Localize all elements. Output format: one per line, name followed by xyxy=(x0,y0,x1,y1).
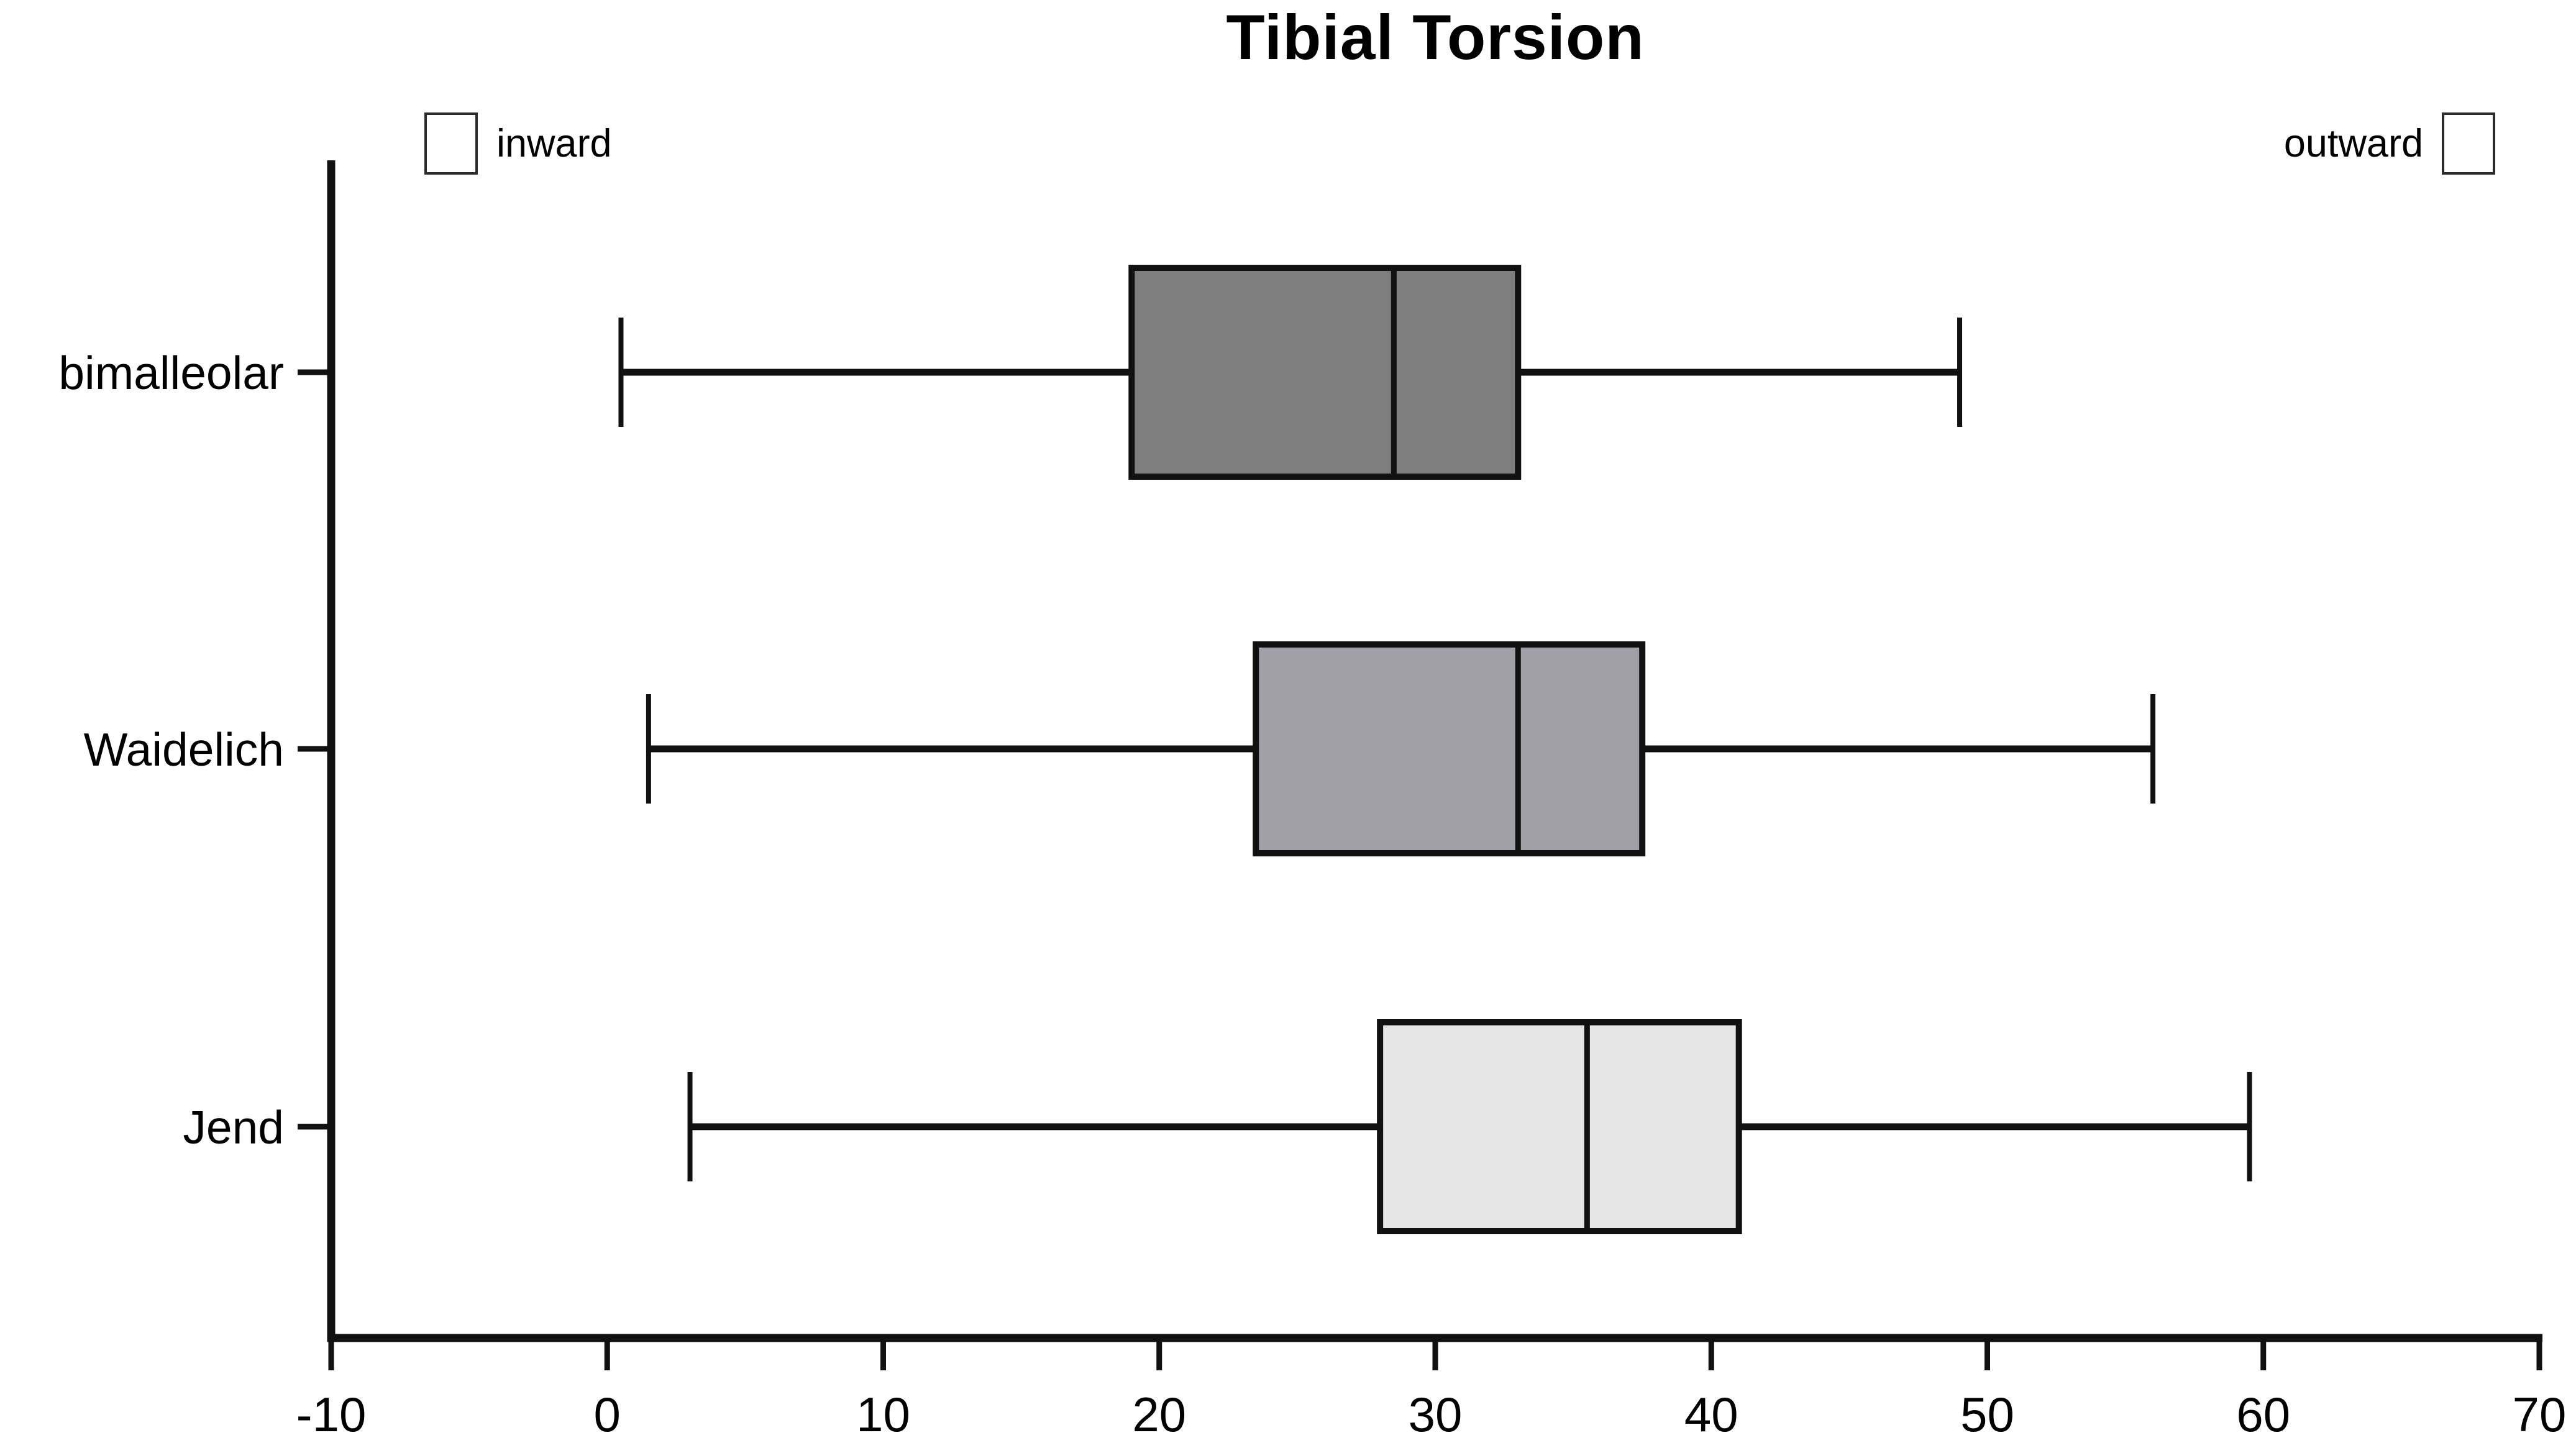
box-bimalleolar xyxy=(1128,265,1522,480)
x-tick-label-60: 60 xyxy=(2236,1387,2290,1442)
x-tick-label-10: 10 xyxy=(856,1387,910,1442)
legend-outward: outward xyxy=(2284,112,2495,175)
x-tick-label-40: 40 xyxy=(1684,1387,1738,1442)
x-tick-label-30: 30 xyxy=(1409,1387,1463,1442)
inward-label: inward xyxy=(496,122,612,165)
x-tick-label-50: 50 xyxy=(1960,1387,2014,1442)
x-tick-label-0: 0 xyxy=(594,1387,621,1442)
x-tick-label-20: 20 xyxy=(1132,1387,1186,1442)
box-Jend xyxy=(1377,1019,1742,1234)
box-Waidelich xyxy=(1253,641,1646,856)
outward-checkbox[interactable] xyxy=(2442,112,2495,175)
chart-title: Tibial Torsion xyxy=(1226,2,1645,73)
category-label-Jend: Jend xyxy=(183,1101,284,1153)
inward-checkbox[interactable] xyxy=(424,112,478,175)
x-tick-label-70: 70 xyxy=(2513,1387,2567,1442)
category-label-Waidelich: Waidelich xyxy=(84,723,284,776)
x-tick-label--10: -10 xyxy=(296,1387,367,1442)
outward-label: outward xyxy=(2283,122,2423,165)
category-label-bimalleolar: bimalleolar xyxy=(58,347,284,399)
legend-inward: inward xyxy=(424,112,612,175)
